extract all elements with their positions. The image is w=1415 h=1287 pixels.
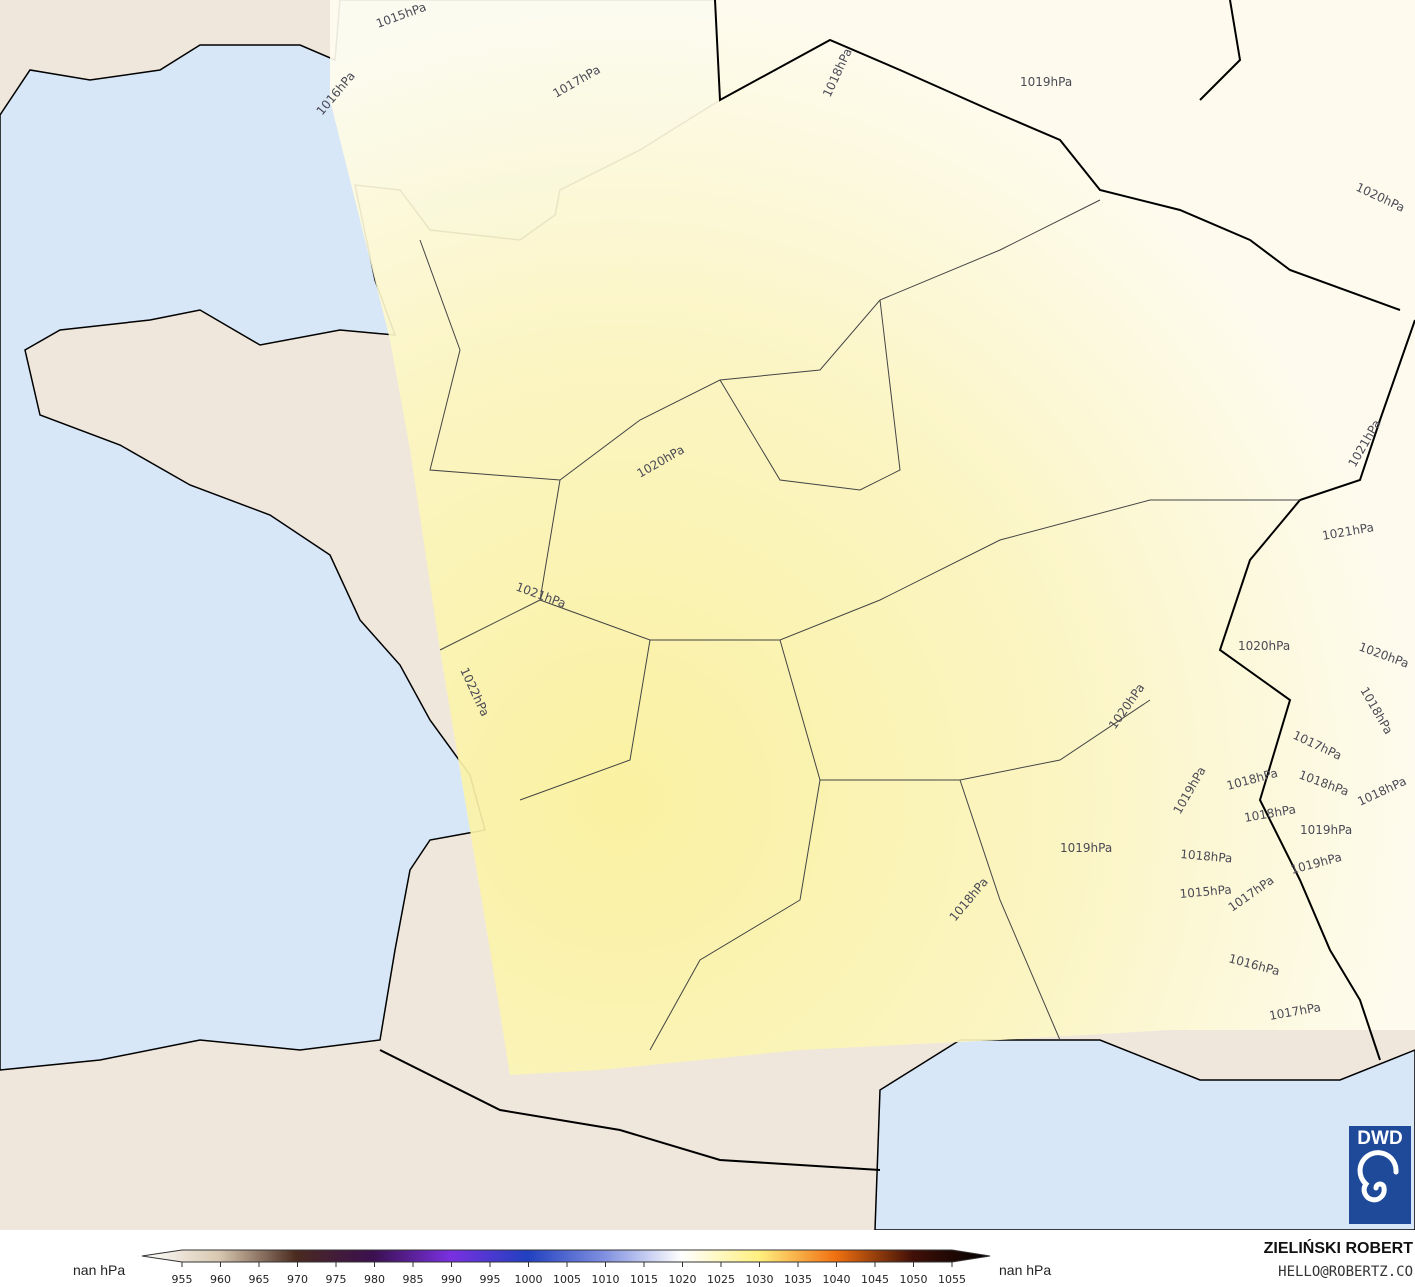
colorbar-tick-label: 985 <box>403 1273 424 1286</box>
isobar-label: 1019hPa <box>1300 823 1352 837</box>
legend-left-label: nan hPa <box>73 1262 126 1278</box>
legend: 955 960 965 970 975 980 985 990 995 1000 1005 1010 1… <box>0 1230 1415 1287</box>
isobar-label: 1015hPa <box>1179 882 1232 900</box>
region-borders <box>419 199 1300 1051</box>
colorbar-tick-label: 1040 <box>823 1273 851 1286</box>
colorbar-tick-label: 990 <box>441 1273 462 1286</box>
isobar-label: 1019hPa <box>1020 75 1072 89</box>
colorbar-tick-label: 1015 <box>630 1273 658 1286</box>
colorbar-tick-label: 1045 <box>861 1273 889 1286</box>
swirl-icon <box>1357 1150 1399 1203</box>
colorbar-bar <box>141 1249 991 1263</box>
isobar-label: 1018hPa <box>1180 847 1233 865</box>
colorbar-tick-label: 1030 <box>746 1273 774 1286</box>
pressure-field <box>330 0 1415 1075</box>
author-credit: ZIELIŃSKI ROBERT <box>1263 1240 1413 1257</box>
author-email[interactable]: HELLO@ROBERTZ.CO <box>1278 1264 1413 1280</box>
colorbar-tick-label: 980 <box>364 1273 385 1286</box>
national-borders <box>379 0 1415 1171</box>
dwd-logo: DWD <box>1349 1126 1411 1224</box>
colorbar-tick-label: 1005 <box>553 1273 581 1286</box>
colorbar-tick-label: 1020 <box>669 1273 697 1286</box>
colorbar-tick-label: 1000 <box>515 1273 543 1286</box>
mediterranean-sea <box>874 1039 1415 1230</box>
colorbar: 955 960 965 970 975 980 985 990 995 1000 1005 1010 1… <box>141 1249 991 1286</box>
colorbar-tick-label: 1055 <box>938 1273 966 1286</box>
colorbar-tick-label: 965 <box>249 1273 270 1286</box>
dwd-logo-text: DWD <box>1357 1128 1403 1149</box>
colorbar-tick-label: 1025 <box>707 1273 735 1286</box>
colorbar-tick-label: 960 <box>210 1273 231 1286</box>
legend-right-label: nan hPa <box>999 1262 1052 1278</box>
colorbar-tick-label: 1010 <box>592 1273 620 1286</box>
colorbar-tick-label: 1035 <box>784 1273 812 1286</box>
isobar-label: 1019hPa <box>1060 841 1112 855</box>
colorbar-tick-label: 975 <box>326 1273 347 1286</box>
isobar-label: 1020hPa <box>1238 639 1290 653</box>
colorbar-tick-label: 1050 <box>900 1273 928 1286</box>
atlantic-ocean <box>0 0 721 1071</box>
colorbar-tick-label: 955 <box>172 1273 193 1286</box>
colorbar-tick-label: 970 <box>287 1273 308 1286</box>
colorbar-tick-label: 995 <box>480 1273 501 1286</box>
